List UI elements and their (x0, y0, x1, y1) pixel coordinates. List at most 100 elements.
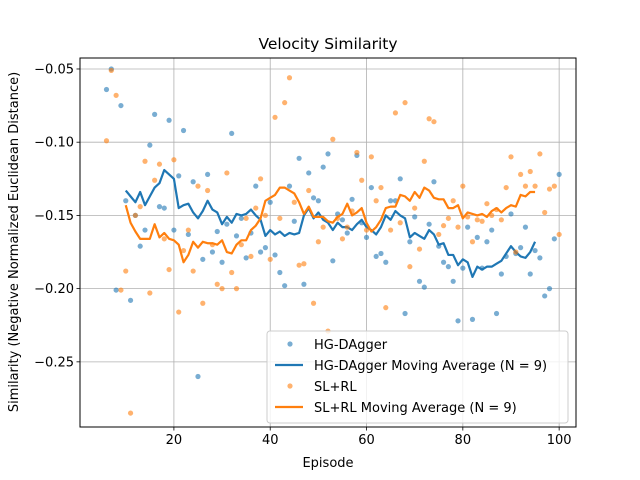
data-point (286, 183, 293, 189)
data-point (363, 227, 370, 233)
data-point (518, 245, 524, 251)
data-point (310, 195, 317, 201)
data-point (474, 234, 480, 240)
data-point (214, 281, 220, 287)
data-point (171, 227, 177, 233)
x-axis-label: Episode (302, 456, 353, 471)
data-point (180, 247, 187, 254)
data-point (518, 171, 524, 178)
data-point (286, 75, 293, 81)
legend-label-hg-dagger: HG-DAgger (314, 338, 388, 353)
axis-ticks: 20 40 60 80 100 −0.25 −0.20 −0.15 −0.10 −0.05 (34, 62, 571, 448)
data-point (320, 164, 326, 170)
data-point (383, 305, 389, 311)
axes-frame (79, 57, 577, 428)
data-point (171, 157, 177, 163)
data-point (431, 119, 437, 125)
data-point (368, 184, 374, 191)
legend-label-sl-rl: SL+RL (314, 380, 357, 395)
x-tick-label: 80 (455, 433, 472, 448)
data-point (513, 249, 519, 255)
data-point (527, 271, 533, 277)
data-point (103, 86, 110, 93)
legend: HG-DAgger HG-DAgger Moving Average (N = … (266, 330, 569, 424)
data-point (306, 170, 312, 176)
data-point (200, 256, 206, 262)
data-point (113, 287, 119, 293)
data-point (450, 198, 456, 204)
data-point (195, 183, 201, 189)
data-point (185, 227, 191, 233)
data-point (262, 212, 268, 219)
data-point (142, 158, 148, 164)
data-point (156, 204, 163, 210)
data-point (445, 264, 451, 270)
x-tick-label: 20 (166, 433, 183, 448)
series-line-hg-dagger-moving-average-n-9 (124, 168, 537, 279)
data-point (542, 293, 548, 299)
data-point (508, 154, 514, 160)
data-point (238, 215, 244, 221)
data-point (527, 168, 533, 175)
legend-box (266, 330, 569, 424)
data-point (426, 116, 432, 122)
data-point (325, 151, 331, 157)
data-point (195, 373, 201, 380)
data-point (282, 100, 288, 106)
data-point (402, 100, 408, 106)
data-point (306, 187, 312, 194)
data-point (200, 300, 206, 306)
data-point (344, 224, 350, 230)
data-point (296, 155, 302, 161)
data-point (537, 255, 543, 261)
data-point (277, 215, 283, 221)
data-point (407, 264, 413, 270)
data-point (267, 256, 273, 262)
data-point (152, 177, 158, 183)
legend-label-sl-rl-ma: SL+RL Moving Average (N = 9) (314, 401, 517, 416)
data-point (291, 199, 297, 205)
data-point (127, 410, 134, 416)
data-point (402, 310, 408, 317)
data-point (551, 183, 557, 189)
data-point (532, 183, 538, 189)
data-point (176, 309, 182, 315)
data-point (455, 224, 461, 230)
data-point (142, 227, 148, 233)
data-point (450, 278, 456, 284)
data-point (339, 217, 346, 223)
x-tick-label: 40 (262, 433, 279, 448)
data-point (416, 246, 423, 252)
data-point (556, 231, 562, 238)
data-point (257, 176, 264, 182)
data-point (137, 204, 143, 210)
data-point (479, 218, 485, 224)
data-point (253, 205, 259, 211)
data-point (542, 209, 548, 216)
y-axis-label: Similarity (Negative Normalized Euclidea… (7, 72, 22, 412)
data-point (224, 170, 230, 176)
data-point (277, 269, 283, 276)
data-point (349, 196, 355, 202)
data-point (556, 171, 562, 178)
data-point (493, 310, 500, 317)
data-point (436, 231, 442, 238)
y-tick-label: −0.25 (34, 355, 74, 370)
data-point (344, 230, 350, 236)
data-point (551, 236, 557, 242)
legend-marker-hg-dagger (287, 341, 293, 347)
data-point (484, 239, 490, 245)
data-point (330, 136, 336, 142)
data-point (546, 286, 553, 292)
data-point (522, 183, 529, 189)
data-point (383, 259, 389, 265)
data-point (412, 214, 418, 220)
data-point (546, 186, 553, 192)
data-point (421, 158, 427, 164)
data-point (330, 258, 336, 264)
data-point (315, 198, 321, 204)
data-point (392, 110, 399, 116)
data-point (460, 183, 466, 189)
data-point (161, 236, 167, 242)
data-point (489, 227, 495, 233)
